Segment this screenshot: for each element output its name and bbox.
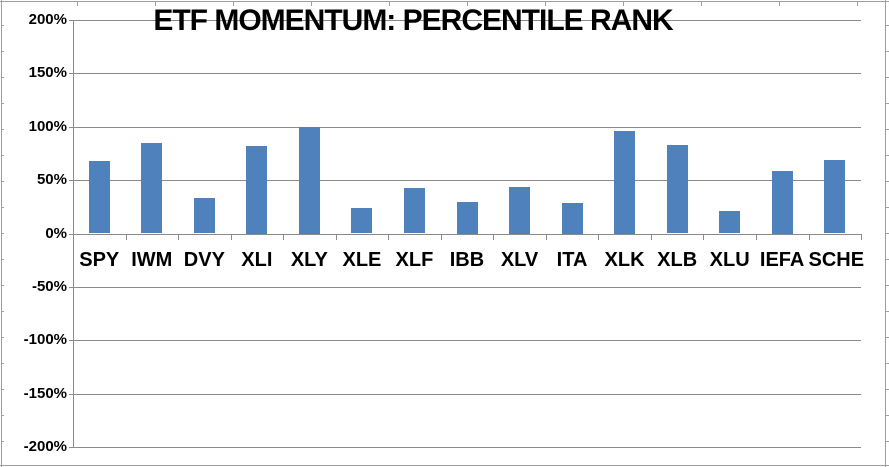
- x-axis-tick: [230, 234, 232, 240]
- bar-spy: [88, 160, 110, 234]
- x-axis-tick: [598, 234, 600, 240]
- x-axis-label-sche: SCHE: [808, 249, 865, 271]
- x-axis-tick: [335, 234, 337, 240]
- x-axis-tick: [703, 234, 705, 240]
- worksheet-bottom-edge: [0, 465, 889, 466]
- gridline: [73, 447, 861, 448]
- x-axis-tick: [808, 234, 810, 240]
- worksheet-left-edge: [1, 0, 2, 467]
- worksheet-row-lines: [885, 0, 889, 467]
- x-axis-label-xlv: XLV: [500, 249, 539, 271]
- x-axis-label-xlk: XLK: [604, 249, 645, 271]
- gridline: [73, 73, 861, 74]
- bar-dvy: [193, 198, 215, 234]
- y-axis-label: 100%: [28, 118, 67, 135]
- gridline: [73, 287, 861, 288]
- bar-ibb: [456, 201, 478, 234]
- y-axis-label: -100%: [23, 331, 67, 348]
- bar-iwm: [141, 142, 163, 234]
- x-axis-tick: [545, 234, 547, 240]
- bar-xlk: [614, 131, 636, 234]
- y-axis-label: -50%: [31, 278, 67, 295]
- x-axis-label-xle: XLE: [342, 249, 382, 271]
- x-axis-label-dvy: DVY: [183, 249, 225, 271]
- y-axis-tick: [69, 447, 77, 448]
- x-axis-label-ita: ITA: [556, 249, 588, 271]
- x-axis-tick: [283, 234, 285, 240]
- x-axis-label-xlu: XLU: [709, 249, 750, 271]
- bar-xlv: [509, 186, 530, 234]
- gridline: [73, 180, 861, 181]
- x-axis-label-iwm: IWM: [131, 249, 173, 271]
- bar-sche: [824, 159, 846, 234]
- gridline: [73, 234, 861, 235]
- y-axis-label: 200%: [28, 11, 67, 28]
- bar-iefa: [771, 170, 793, 234]
- chart-title: ETF MOMENTUM: PERCENTILE RANK: [153, 4, 673, 37]
- x-axis-label-xly: XLY: [290, 249, 328, 271]
- bar-xlb: [666, 144, 688, 234]
- x-axis-label-xlb: XLB: [657, 249, 698, 271]
- gridline: [73, 127, 861, 128]
- y-axis-line: [73, 20, 74, 447]
- gridline: [73, 340, 861, 341]
- y-axis-label: -150%: [23, 385, 67, 402]
- x-axis-tick: [178, 234, 180, 240]
- y-axis-label: 0%: [45, 225, 67, 242]
- x-axis-tick: [440, 234, 442, 240]
- worksheet-column-lines: [0, 1, 889, 6]
- x-axis-tick: [125, 234, 127, 240]
- x-axis-label-spy: SPY: [79, 249, 120, 271]
- x-axis-tick: [861, 234, 862, 240]
- worksheet-row-lines-left: [1, 0, 4, 467]
- worksheet-right-edge: [885, 0, 886, 467]
- x-axis-label-iefa: IEFA: [759, 249, 805, 271]
- x-axis-tick: [493, 234, 495, 240]
- y-axis-label: 50%: [36, 171, 67, 188]
- bar-xlu: [719, 211, 741, 234]
- x-axis-tick: [755, 234, 757, 240]
- gridline: [73, 20, 861, 21]
- bar-xli: [246, 146, 268, 234]
- gridline: [73, 394, 861, 395]
- worksheet-top-edge: [0, 1, 889, 2]
- y-axis-label: 150%: [28, 64, 67, 81]
- y-axis-label: -200%: [23, 438, 67, 455]
- x-axis-label-xlf: XLF: [395, 249, 434, 271]
- bar-xly: [298, 126, 320, 234]
- x-axis-tick: [650, 234, 652, 240]
- x-axis-tick: [388, 234, 390, 240]
- x-axis-label-ibb: IBB: [449, 249, 485, 271]
- bar-xle: [351, 207, 373, 234]
- bar-ita: [561, 202, 583, 234]
- x-axis-label-xli: XLI: [241, 249, 273, 271]
- x-axis-tick: [73, 234, 74, 240]
- bar-xlf: [404, 187, 425, 234]
